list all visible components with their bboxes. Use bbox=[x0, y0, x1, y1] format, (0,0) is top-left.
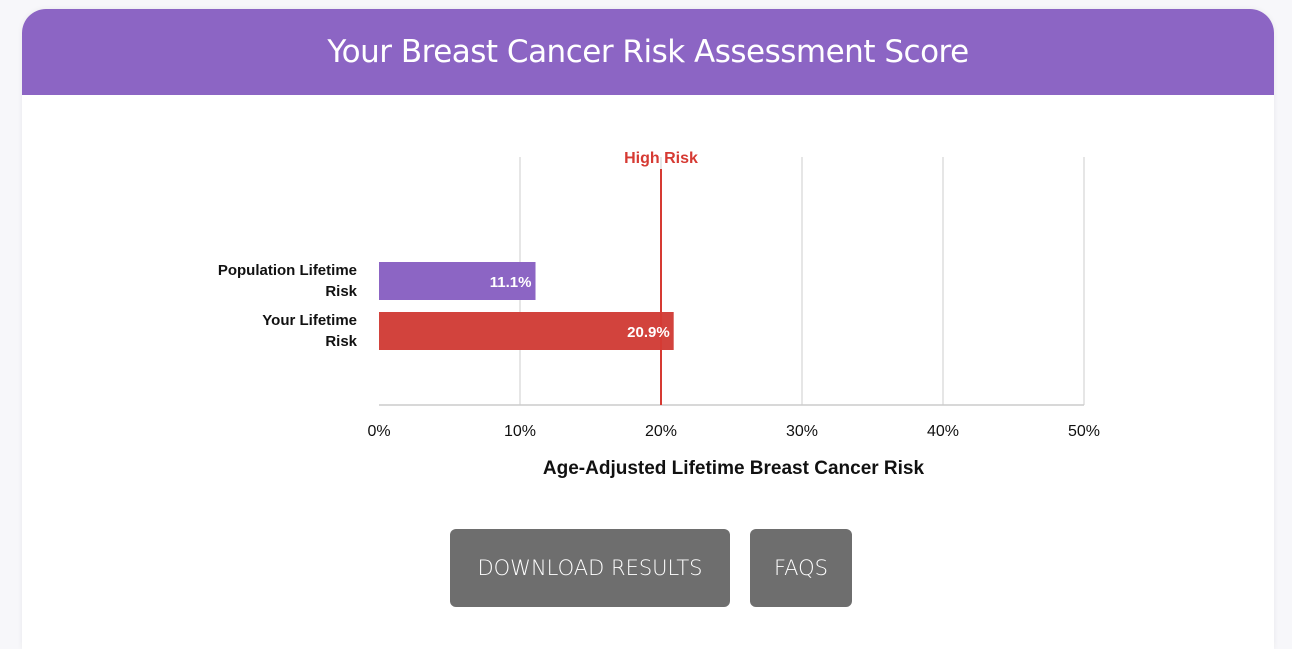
x-tick-label: 20% bbox=[645, 423, 677, 440]
faqs-button[interactable]: FAQS bbox=[750, 529, 852, 607]
x-tick-label: 0% bbox=[367, 423, 390, 440]
y-category-label: Your Lifetime Risk bbox=[262, 312, 357, 350]
card-header: Your Breast Cancer Risk Assessment Score bbox=[22, 9, 1274, 95]
results-card: Your Breast Cancer Risk Assessment Score… bbox=[22, 9, 1274, 649]
y-category-label: Population Lifetime Risk bbox=[218, 262, 358, 300]
download-results-button[interactable]: DOWNLOAD RESULTS bbox=[450, 529, 730, 607]
y-category-label-line: Population Lifetime bbox=[218, 262, 357, 279]
x-tick-label: 10% bbox=[504, 423, 536, 440]
high-risk-label: High Risk bbox=[624, 150, 698, 167]
bar-value-label: 11.1% bbox=[490, 274, 532, 291]
x-axis-title: Age-Adjusted Lifetime Breast Cancer Risk bbox=[543, 458, 925, 479]
x-tick-label: 40% bbox=[927, 423, 959, 440]
chart-labels: 0% 10% 20% 30% 40% 50% 11.1% Population Lifetim… bbox=[218, 150, 1100, 479]
x-tick-label: 50% bbox=[1068, 423, 1100, 440]
action-buttons: DOWNLOAD RESULTS FAQS bbox=[22, 529, 1274, 607]
chart-bars bbox=[379, 262, 674, 350]
bar bbox=[379, 312, 674, 350]
bar bbox=[379, 262, 536, 300]
bar-value-label: 20.9% bbox=[627, 324, 670, 341]
y-category-label-line: Risk bbox=[325, 333, 357, 350]
x-tick-label: 30% bbox=[786, 423, 818, 440]
y-category-label-line: Your Lifetime bbox=[262, 312, 357, 329]
risk-chart: 0% 10% 20% 30% 40% 50% 11.1% Population Lifetim… bbox=[218, 150, 1100, 479]
page-title: Your Breast Cancer Risk Assessment Score bbox=[327, 34, 969, 70]
y-category-label-line: Risk bbox=[325, 283, 357, 300]
